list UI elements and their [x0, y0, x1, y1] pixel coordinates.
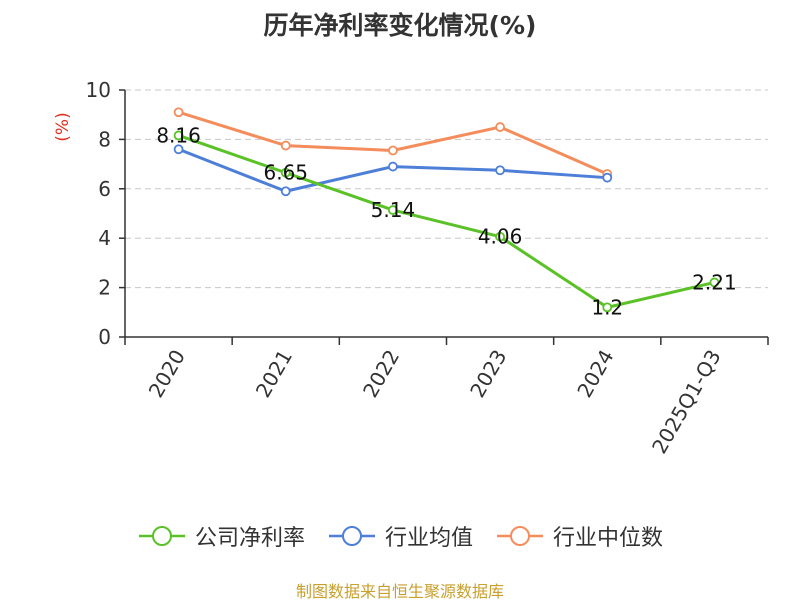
- x-tick-label: 2022: [358, 346, 404, 402]
- y-tick-label: 0: [98, 325, 111, 349]
- data-point: [173, 130, 184, 141]
- y-tick-label: 4: [98, 226, 111, 250]
- legend-marker-icon: [497, 526, 543, 546]
- legend: 公司净利率 行业均值 行业中位数: [0, 520, 800, 552]
- x-tick-label: 2025Q1-Q3: [647, 346, 726, 458]
- legend-marker-icon: [138, 526, 185, 546]
- legend-label: 公司净利率: [194, 526, 305, 551]
- data-label: 4.06: [478, 225, 523, 249]
- grid-lines: [125, 89, 768, 289]
- series-line: [178, 134, 715, 309]
- chart-title: 历年净利率变化情况(%): [263, 11, 537, 40]
- y-tick-label: 8: [98, 127, 111, 151]
- data-point: [495, 122, 505, 132]
- data-point: [709, 277, 720, 288]
- series-group: [173, 107, 720, 313]
- data-point: [388, 161, 398, 172]
- data-point: [495, 165, 505, 176]
- data-label: 6.65: [263, 161, 308, 185]
- data-point: [280, 186, 291, 197]
- data-point: [602, 302, 613, 313]
- data-point: [388, 145, 398, 156]
- data-point: [173, 107, 184, 118]
- legend-item: 公司净利率: [137, 520, 305, 552]
- data-point: [495, 231, 505, 242]
- x-tick-label: 2023: [465, 346, 511, 402]
- y-tick-label: 6: [98, 177, 111, 201]
- legend-marker-icon: [328, 526, 375, 546]
- legend-item: 行业均值: [327, 520, 473, 552]
- y-axis-label: (%): [53, 112, 73, 141]
- source-note: 制图数据来自恒生聚源数据库: [295, 582, 504, 601]
- y-tick-label: 10: [86, 78, 111, 102]
- data-label: 2.21: [692, 270, 737, 294]
- data-point: [280, 140, 291, 151]
- data-point: [388, 205, 398, 215]
- data-point: [173, 144, 184, 155]
- data-point: [280, 167, 291, 178]
- data-label: 8.16: [156, 123, 201, 147]
- legend-label: 行业均值: [384, 526, 473, 551]
- y-tick-label: 2: [98, 276, 111, 300]
- x-tick-label: 2024: [572, 346, 618, 402]
- data-point: [602, 172, 613, 183]
- legend-item: 行业中位数: [495, 520, 663, 552]
- data-label: 5.14: [371, 198, 416, 222]
- legend-label: 行业中位数: [553, 526, 664, 551]
- data-labels: 8.16 6.65 5.14 4.06 1.2 2.21: [156, 123, 736, 319]
- x-tick-label: 2021: [251, 346, 297, 402]
- x-tick-label: 2020: [144, 346, 190, 402]
- data-label: 1.2: [591, 295, 623, 319]
